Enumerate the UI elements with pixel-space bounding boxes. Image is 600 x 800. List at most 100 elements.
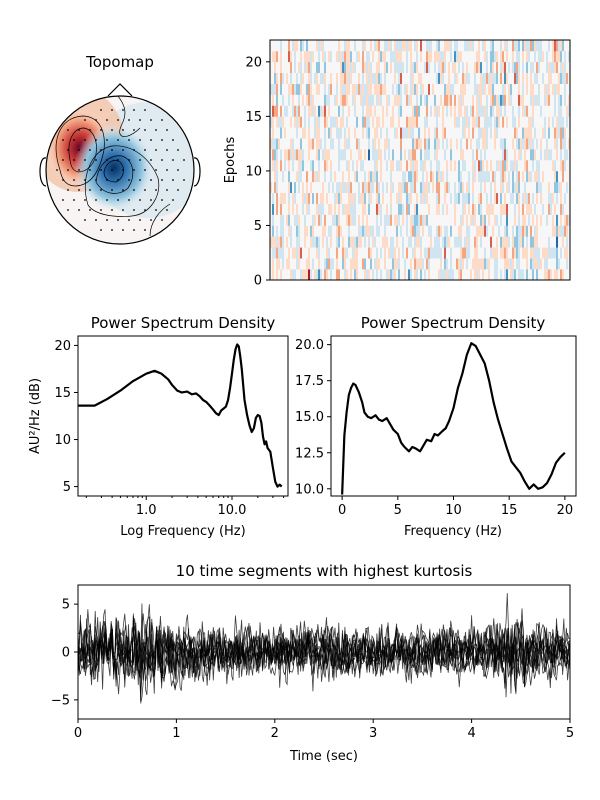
epoch-cell (442, 138, 445, 150)
sensor-marker (111, 169, 113, 171)
epoch-cell (540, 258, 543, 270)
epoch-cell (340, 40, 343, 52)
epoch-cell (308, 203, 311, 215)
epoch-cell (378, 181, 381, 194)
epoch-cell (330, 127, 333, 139)
epoch-cell (530, 160, 533, 172)
epoch-cell (406, 247, 409, 259)
epoch-cell (388, 94, 391, 106)
epoch-cell (318, 72, 321, 84)
epoch-cell (368, 94, 371, 106)
epoch-cell (346, 83, 349, 95)
epoch-cell (448, 83, 451, 95)
epoch-cell (326, 50, 329, 63)
epoch-cell (422, 160, 425, 172)
epoch-cell (314, 40, 317, 52)
epoch-cell (422, 94, 425, 106)
epoch-cell (472, 116, 475, 128)
epoch-cell (500, 50, 503, 63)
epoch-cell (540, 203, 543, 215)
epoch-cell (342, 116, 345, 128)
epoch-cell (552, 83, 555, 95)
epoch-cell (566, 40, 569, 52)
epoch-cell (382, 170, 385, 183)
epoch-cell (450, 116, 453, 128)
epoch-cell (322, 181, 325, 194)
epoch-cell (502, 105, 505, 117)
epoch-cell (354, 94, 357, 106)
epoch-cell (318, 160, 321, 172)
epoch-cell (356, 181, 359, 194)
kurtosis-chart: 10 time segments with highest kurtosis 0… (51, 562, 574, 764)
epoch-cell (492, 138, 495, 150)
epoch-cell (492, 83, 495, 95)
epoch-cell (448, 138, 451, 150)
epoch-cell (428, 181, 431, 194)
x-tick-label: 1.0 (136, 503, 157, 518)
epoch-cell (380, 258, 383, 270)
epoch-cell (508, 203, 511, 215)
epoch-cell (484, 181, 487, 194)
epoch-cell (482, 203, 485, 215)
epoch-cell (340, 236, 343, 248)
epoch-cell (510, 94, 513, 106)
epoch-cell (402, 105, 405, 117)
epoch-cell (554, 160, 557, 172)
epoch-cell (416, 72, 419, 84)
epoch-cell (374, 214, 377, 226)
epoch-cell (320, 149, 323, 161)
epoch-cell (338, 247, 341, 259)
sensor-marker (155, 149, 157, 151)
epoch-cell (390, 94, 393, 106)
epoch-cell (310, 214, 313, 226)
epoch-cell (562, 138, 565, 150)
epoch-cell (296, 203, 299, 215)
epoch-cell (388, 170, 391, 183)
epoch-cell (352, 105, 355, 117)
sensor-marker (67, 129, 69, 131)
epoch-cell (566, 236, 569, 248)
epoch-cell (290, 160, 293, 172)
epoch-cell (376, 247, 379, 259)
epoch-cell (410, 116, 413, 128)
epoch-cell (440, 40, 443, 52)
epoch-cell (282, 203, 285, 215)
epoch-cell (502, 160, 505, 172)
epoch-cell (484, 170, 487, 183)
epoch-cell (558, 170, 561, 183)
epoch-cell (494, 214, 497, 226)
epoch-cell (294, 258, 297, 270)
epoch-cell (368, 203, 371, 215)
epoch-cell (494, 40, 497, 52)
epoch-cell (316, 72, 319, 84)
epoch-cell (450, 127, 453, 139)
epoch-cell (494, 160, 497, 172)
epoch-cell (396, 269, 399, 281)
epoch-cell (482, 192, 485, 204)
epoch-cell (382, 214, 385, 226)
sensor-marker (95, 159, 97, 161)
epoch-cell (386, 72, 389, 84)
epoch-cell (484, 203, 487, 215)
epoch-cell (532, 236, 535, 248)
epoch-cell (404, 160, 407, 172)
epoch-cell (418, 127, 421, 139)
epoch-cell (562, 94, 565, 106)
epoch-cell (348, 258, 351, 270)
epoch-cell (480, 181, 483, 194)
epoch-cell (304, 94, 307, 106)
epoch-cell (398, 247, 401, 259)
epoch-cell (466, 94, 469, 106)
epoch-cell (356, 50, 359, 63)
epoch-cell (548, 127, 551, 139)
epoch-cell (514, 50, 517, 63)
epoch-cell (280, 258, 283, 270)
sensor-marker (100, 209, 102, 211)
epoch-cell (540, 181, 543, 194)
epoch-cell (370, 192, 373, 204)
epoch-cell (366, 258, 369, 270)
epoch-cell (446, 225, 449, 237)
epoch-cell (564, 181, 567, 194)
epoch-cell (428, 258, 431, 270)
epoch-cell (498, 214, 501, 226)
